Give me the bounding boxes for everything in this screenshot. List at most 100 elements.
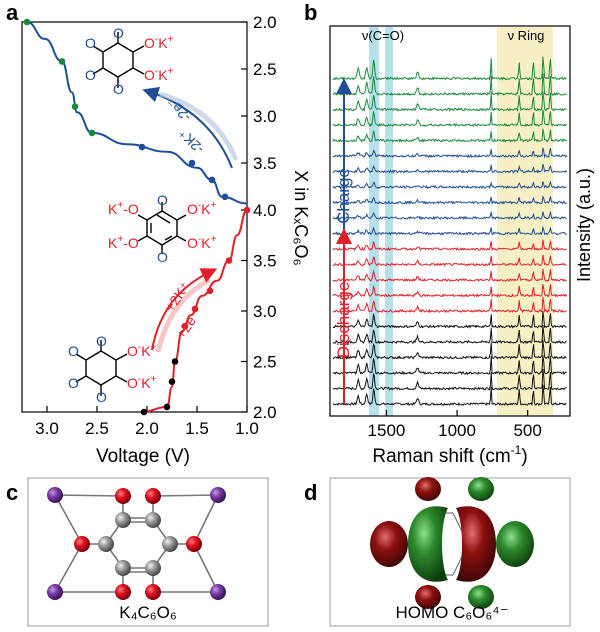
- charge-point: [23, 18, 31, 26]
- panel-b: ν(C=O) ν Ring 1500 1000 500 Raman shift (c…: [329, 25, 594, 467]
- discharge-point: [225, 257, 233, 264]
- raman-spectrum: [332, 163, 568, 174]
- discharge-arrow-glow: [155, 277, 212, 353]
- discharge-curve: [141, 209, 248, 413]
- panel-a-x-ticks: 3.0 2.5 2.0 1.5 1.0: [35, 406, 259, 438]
- discharge-point: [171, 358, 179, 365]
- mol-top-ok2: O-K+: [144, 66, 174, 83]
- atom-k-2: [210, 487, 226, 503]
- a-upper-tick-label: 3.0: [253, 107, 277, 126]
- b-xtick-label: 1500: [368, 421, 406, 440]
- panel-d-caption: HOMO C₆O₆⁴⁻: [395, 603, 508, 622]
- panel-label-b: b: [304, 0, 317, 25]
- raman-spectrum: [332, 239, 567, 252]
- panel-b-x-ticks: 1500 1000 500: [368, 410, 542, 440]
- raman-spectrum: [332, 384, 567, 407]
- panel-label-a: a: [6, 0, 19, 25]
- molecule-bottom: [75, 340, 128, 396]
- band-label-ring: ν Ring: [508, 28, 545, 43]
- panel-a-curves: [23, 18, 251, 416]
- band-co-2: [385, 27, 393, 416]
- raman-spectrum: [332, 109, 568, 128]
- discharge-arrow: [151, 268, 218, 351]
- molecule-top-k: O-K+ O-K+: [144, 34, 174, 83]
- raman-spectrum: [332, 210, 567, 221]
- mol-mid-o-bottom: O: [157, 249, 168, 265]
- atom-o-3: [74, 536, 90, 552]
- raman-spectrum: [332, 268, 567, 282]
- atom-o-5: [115, 584, 131, 600]
- panel-label-d: d: [304, 480, 317, 505]
- discharge-point: [168, 378, 176, 386]
- charge-point: [138, 143, 146, 151]
- a-upper-tick-label: 2.5: [253, 60, 277, 79]
- charge-point: [208, 176, 216, 184]
- lobe-top-left: [415, 477, 441, 501]
- molecule-middle-labels: O O K+-O K+-O O-K+ O-K+: [108, 192, 217, 265]
- atom-c-2: [145, 512, 161, 528]
- mol-top-o3: O: [85, 67, 96, 83]
- lobe-bottom-left: [415, 585, 441, 609]
- mol-top-o4: O: [113, 81, 124, 97]
- mol-mid-o-top: O: [157, 192, 168, 208]
- lobe-mid-left-outer: [370, 521, 408, 567]
- discharge-point: [140, 408, 148, 416]
- raman-spectrum: [332, 355, 567, 376]
- panel-c: K₄C₆O₆: [27, 477, 269, 627]
- a-xtick-label: 2.0: [135, 419, 159, 438]
- atom-o-6: [145, 584, 161, 600]
- charge-arrow-k: -2K⁺: [175, 125, 207, 157]
- charge-point: [221, 193, 229, 201]
- b-xtick-label: 500: [513, 421, 541, 440]
- raman-spectrum: [332, 91, 567, 112]
- atom-c-1: [115, 512, 131, 528]
- band-co-1: [369, 27, 379, 416]
- raman-spectrum: [332, 73, 567, 97]
- lobe-mid-right-outer: [496, 521, 534, 567]
- panel-a-right-ticks: 2.0 2.5 3.0 3.5 4.0 3.5 3.0 2.5 2.0: [241, 13, 277, 422]
- molecule-bottom-k: O-K+ O-K+: [127, 342, 157, 391]
- raman-spectrum: [332, 180, 567, 190]
- panel-a-right-axis-label: X in KₓC₆O₆: [291, 170, 311, 265]
- raman-spectrum: [332, 369, 567, 391]
- charge-point: [88, 129, 96, 137]
- panel-d: HOMO C₆O₆⁴⁻: [329, 477, 571, 627]
- mol-mid-ok1: O-K+: [187, 200, 217, 217]
- lobe-top-right: [468, 477, 494, 501]
- atom-o-2: [145, 488, 161, 504]
- a-upper-tick-label: 2.0: [253, 13, 277, 32]
- mol-bot-ok2: O-K+: [127, 374, 157, 391]
- molecule-top-labels: O O O O: [85, 25, 124, 97]
- a-lower-tick-label: 2.5: [253, 353, 277, 372]
- mol-top-o2: O: [85, 35, 96, 51]
- raman-spectrum: [332, 284, 568, 298]
- a-lower-tick-label: 3.0: [253, 302, 277, 321]
- panel-label-c: c: [6, 480, 18, 505]
- raman-spectrum: [332, 56, 567, 81]
- molecule-top: [92, 32, 145, 88]
- discharge-side-label: Discharge: [334, 282, 353, 359]
- panel-c-caption: K₄C₆O₆: [119, 603, 177, 622]
- mol-bot-o1: O: [96, 333, 107, 349]
- discharge-point: [163, 403, 171, 411]
- mol-bot-ok1: O-K+: [127, 342, 157, 359]
- a-xtick-label: 1.5: [185, 419, 209, 438]
- molecule-middle: [137, 202, 187, 254]
- charge-point: [71, 103, 79, 110]
- raman-spectrum: [332, 254, 567, 267]
- a-xtick-label: 1.0: [235, 419, 259, 438]
- discharge-point: [206, 287, 214, 295]
- raman-spectrum: [332, 128, 567, 143]
- mol-mid-ok2: O-K+: [187, 234, 217, 251]
- lobe-bottom-right: [468, 585, 494, 609]
- a-xtick-label: 3.0: [35, 419, 59, 438]
- raman-spectrum: [332, 195, 567, 206]
- mol-bot-o4: O: [96, 389, 107, 405]
- panel-a-frame: [21, 21, 248, 413]
- raman-spectrum: [332, 147, 568, 159]
- mol-top-o1: O: [113, 25, 124, 41]
- discharge-point: [191, 305, 199, 313]
- raman-spectrum: [332, 225, 567, 236]
- a-xtick-label: 2.5: [85, 419, 109, 438]
- panel-c-frame: [27, 477, 269, 627]
